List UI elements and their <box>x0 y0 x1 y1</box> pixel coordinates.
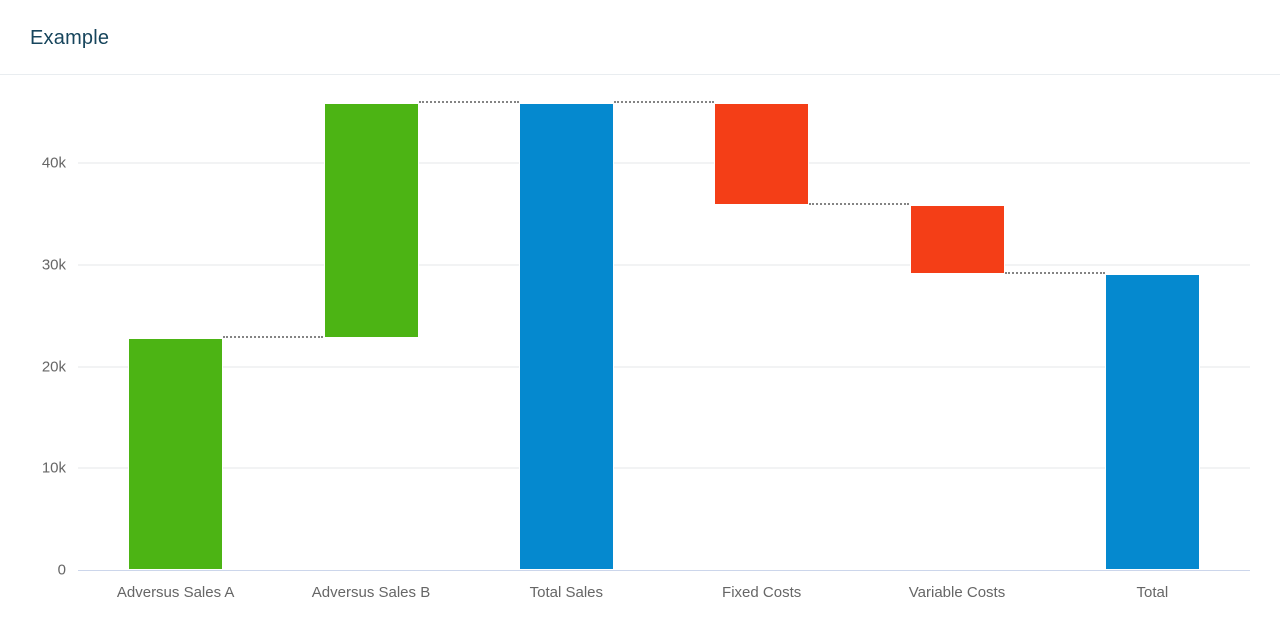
waterfall-connector <box>809 202 910 205</box>
y-gridline <box>78 365 1250 368</box>
x-axis-label-total-sales: Total Sales <box>529 584 604 601</box>
x-axis-line <box>78 570 1250 571</box>
waterfall-chart: 0 10k 20k 30k 40k Adversus Sales A Adversus Sa… <box>0 75 1280 633</box>
bar-total[interactable] <box>1104 273 1200 570</box>
bar-total-sales[interactable] <box>518 102 614 570</box>
waterfall-connector <box>223 336 324 338</box>
bar-adversus-sales-a[interactable] <box>128 338 224 570</box>
y-gridline <box>78 263 1250 266</box>
x-axis-label-variable-costs: Variable Costs <box>908 584 1006 601</box>
y-axis-tick-label: 10k <box>41 459 66 477</box>
y-axis-tick-label: 30k <box>41 256 66 274</box>
chart-title: Example <box>30 27 110 49</box>
x-axis-label-adversus-sales-a: Adversus Sales A <box>116 584 235 601</box>
chart-header: Example <box>0 0 1280 75</box>
y-gridline <box>78 467 1250 470</box>
x-axis-label-fixed-costs: Fixed Costs <box>722 584 802 601</box>
x-axis-label-total: Total <box>1136 584 1169 601</box>
waterfall-connector <box>613 100 715 103</box>
bar-fixed-costs[interactable] <box>714 102 810 205</box>
bar-adversus-sales-b[interactable] <box>323 102 419 338</box>
y-axis-tick-label: 20k <box>41 358 66 375</box>
waterfall-connector <box>418 100 519 103</box>
y-gridline <box>78 162 1250 164</box>
bar-variable-costs[interactable] <box>909 204 1005 274</box>
waterfall-connector <box>1004 271 1105 274</box>
y-axis-tick-label: 40k <box>41 154 66 172</box>
x-axis-label-adversus-sales-b: Adversus Sales B <box>311 584 431 601</box>
y-axis-tick-label: 0 <box>57 561 66 579</box>
